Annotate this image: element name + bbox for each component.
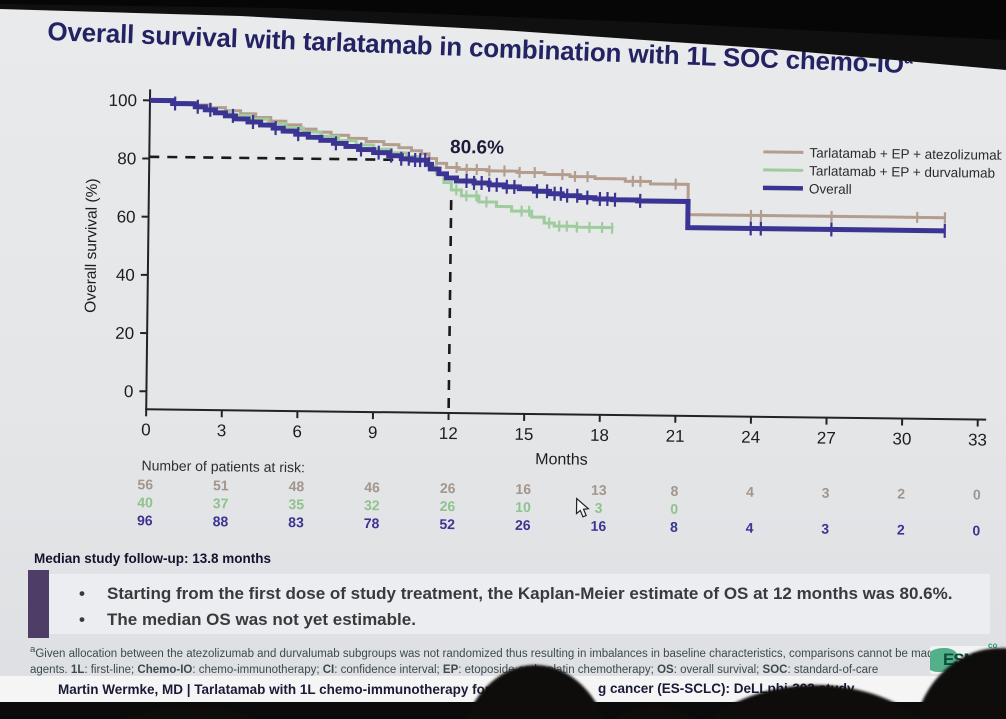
km-curve-0 <box>149 98 945 220</box>
axis-labels: 0 3 6 9 12 15 18 21 24 27 30 33 0 20 40 60 80 100 Months Ov… <box>82 91 987 469</box>
km-series-0 <box>149 98 947 224</box>
at-risk-value: 4 <box>746 484 754 500</box>
svg-text:0: 0 <box>124 382 134 401</box>
mouse-cursor-icon <box>575 497 590 518</box>
footer-attribution-right: g cancer (ES-SCLC): DeLLphi-303 study <box>598 681 855 696</box>
at-risk-value: 40 <box>137 494 153 510</box>
at-risk-value: 0 <box>670 501 678 517</box>
km-chart-svg: 0 3 6 9 12 15 18 21 24 27 30 33020406080100MonthsOv… <box>82 89 1004 539</box>
at-risk-value: 46 <box>364 479 380 495</box>
km-series-1 <box>149 98 614 234</box>
at-risk-value: 4 <box>746 520 754 536</box>
svg-text:21: 21 <box>666 427 685 446</box>
at-risk-value: 26 <box>440 480 456 496</box>
svg-text:20: 20 <box>115 324 134 343</box>
legend-label-0: Tarlatamab + EP + atezolizumab <box>809 145 1002 162</box>
at-risk-value: 37 <box>213 495 229 511</box>
svg-text:40: 40 <box>116 266 135 285</box>
footnote: aGiven allocation between the atezolizum… <box>30 642 1006 676</box>
svg-text:24: 24 <box>741 428 760 447</box>
at-risk-value: 3 <box>822 485 830 501</box>
at-risk-table: Number of patients at risk:56 51 48 46 26 16 1… <box>137 457 981 538</box>
at-risk-value: 48 <box>289 478 305 494</box>
slide-title-text: Overall survival with tarlatamab in comb… <box>46 16 905 79</box>
esmo-logo: ESMO <box>930 646 1002 674</box>
key-finding-os-12-months: Starting from the first dose of study tr… <box>79 581 990 607</box>
svg-text:60: 60 <box>117 207 136 226</box>
footnote-line-2: agents. 1L: first-line; Chemo-IO: chemo-… <box>30 663 879 676</box>
esmo-congress-partial-text: co <box>988 641 998 650</box>
at-risk-value: 0 <box>973 486 981 502</box>
y-axis-title: Overall survival (%) <box>82 178 101 313</box>
at-risk-value: 96 <box>137 512 153 528</box>
svg-text:3: 3 <box>217 421 227 440</box>
slide-title-footnote-marker: a <box>903 50 913 68</box>
at-risk-value: 13 <box>591 482 607 498</box>
legend-label-2: Overall <box>809 181 852 197</box>
at-risk-value: 8 <box>670 483 678 499</box>
key-findings-list: Starting from the first dose of study tr… <box>49 581 990 633</box>
bottom-dark-strip <box>0 702 1006 719</box>
footnote-line-1: aGiven allocation between the atezolizum… <box>30 644 1006 660</box>
reference-dashed-lines <box>149 155 453 414</box>
at-risk-value: 52 <box>439 516 455 532</box>
km-chart: 0 3 6 9 12 15 18 21 24 27 30 33 0 20 40 60 80 100 Months Ov… <box>36 70 1004 562</box>
svg-text:33: 33 <box>968 430 987 449</box>
at-risk-value: 78 <box>364 515 380 531</box>
at-risk-value: 88 <box>213 513 229 529</box>
at-risk-value: 16 <box>515 481 531 497</box>
svg-text:30: 30 <box>892 429 911 448</box>
svg-text:15: 15 <box>514 425 533 444</box>
axes <box>139 89 987 427</box>
legend: Tarlatamab + EP + atezolizumabTarlatamab… <box>762 145 1004 197</box>
svg-text:6: 6 <box>292 422 302 441</box>
at-risk-value: 51 <box>213 477 229 493</box>
at-risk-header: Number of patients at risk: <box>141 457 305 475</box>
footnote-marker: a <box>30 644 36 655</box>
at-risk-value: 26 <box>440 498 456 514</box>
svg-text:9: 9 <box>368 423 378 442</box>
audience-head-left <box>124 706 256 719</box>
svg-text:80: 80 <box>117 149 136 168</box>
key-findings-box: Starting from the first dose of study tr… <box>49 574 990 634</box>
at-risk-value: 3 <box>595 500 603 516</box>
at-risk-value: 83 <box>288 514 304 530</box>
at-risk-value: 8 <box>670 519 678 535</box>
at-risk-value: 32 <box>364 497 380 513</box>
svg-text:18: 18 <box>590 426 609 445</box>
highlight-accent-bar <box>28 570 49 638</box>
svg-text:27: 27 <box>817 429 836 448</box>
os-12-month-annotation: 80.6% <box>450 137 504 159</box>
footer-bar: Martin Wermke, MD | Tarlatamab with 1L c… <box>0 676 1006 704</box>
svg-text:100: 100 <box>108 91 137 110</box>
at-risk-value: 2 <box>897 485 905 501</box>
footer-attribution-left: Martin Wermke, MD | Tarlatamab with 1L c… <box>58 682 560 697</box>
audience-head-center-right <box>615 705 695 719</box>
at-risk-value: 2 <box>897 521 905 537</box>
at-risk-value: 10 <box>515 499 531 515</box>
at-risk-value: 26 <box>515 517 531 533</box>
at-risk-value: 16 <box>591 518 607 534</box>
svg-text:12: 12 <box>439 424 458 443</box>
at-risk-value: 56 <box>137 476 153 492</box>
at-risk-value: 35 <box>288 496 304 512</box>
at-risk-value: 0 <box>972 522 980 538</box>
at-risk-value: 3 <box>821 521 829 537</box>
km-curve-1 <box>149 98 614 230</box>
svg-text:0: 0 <box>141 420 151 439</box>
x-axis-title: Months <box>535 451 588 469</box>
key-finding-median-os: The median OS was not yet estimable. <box>79 607 990 633</box>
legend-label-1: Tarlatamab + EP + durvalumab <box>809 163 995 180</box>
median-followup-text: Median study follow-up: 13.8 months <box>34 551 272 566</box>
km-series-2 <box>149 96 946 238</box>
